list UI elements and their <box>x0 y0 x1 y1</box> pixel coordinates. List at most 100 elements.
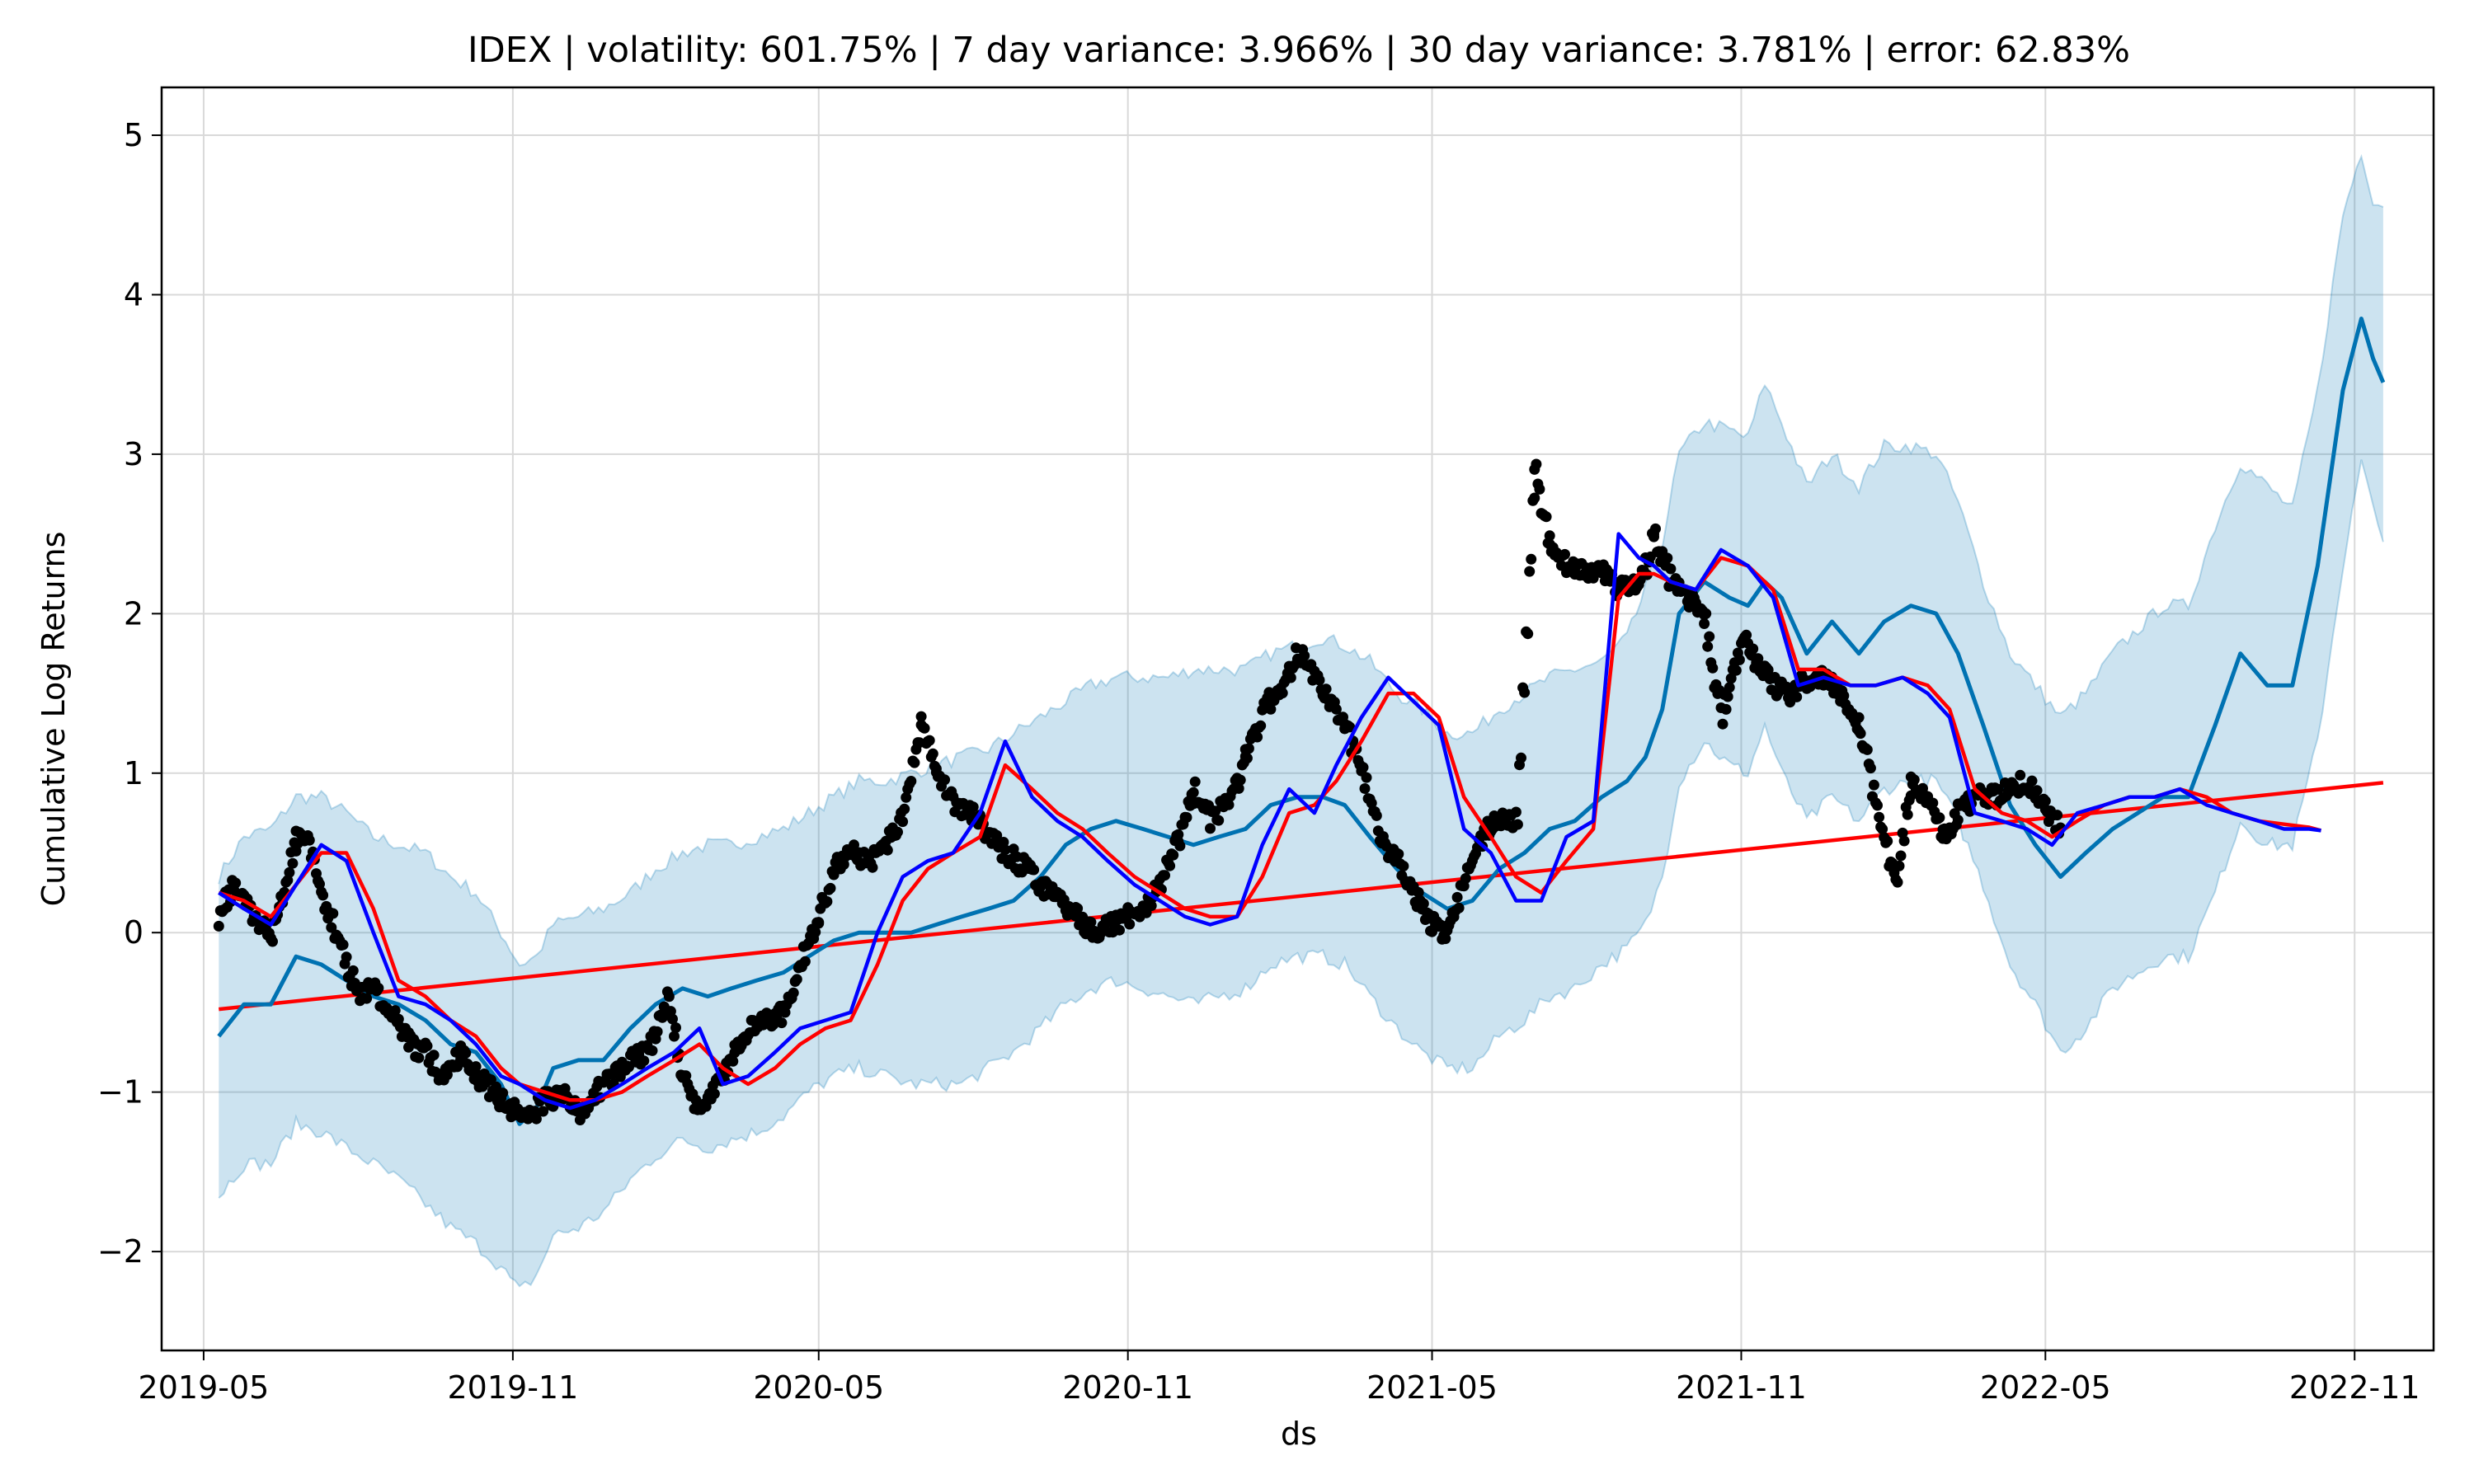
observed-point <box>1004 858 1016 869</box>
forecast-line <box>217 317 2386 1126</box>
observed-point <box>1463 863 1475 875</box>
observed-point <box>810 927 821 938</box>
observed-point <box>213 920 224 932</box>
x-tick-label: 2019-11 <box>447 1369 578 1406</box>
x-tick-label: 2021-05 <box>1366 1369 1498 1406</box>
uncertainty-band <box>219 157 2383 1287</box>
observed-point <box>1166 848 1178 860</box>
observed-point <box>1223 799 1235 810</box>
observed-point <box>1601 564 1612 575</box>
observed-point <box>303 834 315 846</box>
observed-point <box>1285 672 1296 683</box>
observed-point <box>1888 867 1900 879</box>
observed-point <box>786 993 797 1004</box>
x-tick-label: 2021-11 <box>1676 1369 1807 1406</box>
observed-point <box>1945 829 1957 840</box>
observed-point <box>314 878 325 890</box>
observed-point <box>1730 665 1742 676</box>
observed-point <box>311 868 322 880</box>
observed-point <box>1361 772 1372 783</box>
x-tick-label: 2022-11 <box>2289 1369 2420 1406</box>
observed-point <box>1837 685 1848 697</box>
y-tick-label: 3 <box>124 436 143 472</box>
y-tick-label: 1 <box>124 755 143 791</box>
observed-point <box>1952 815 1964 826</box>
observed-point <box>897 816 909 828</box>
observed-point <box>1717 718 1729 730</box>
observed-point <box>1189 776 1201 787</box>
observed-point <box>1230 775 1241 786</box>
fast_ma-line <box>218 532 2321 1111</box>
y-tick-label: 0 <box>124 914 143 951</box>
observed-point <box>1519 687 1531 698</box>
observed-point <box>1134 911 1145 923</box>
observed-point <box>1085 917 1097 928</box>
y-tick-label: −2 <box>97 1233 143 1270</box>
observed-point <box>1650 523 1661 534</box>
observed-point <box>1927 797 1939 809</box>
observed-point <box>327 908 339 919</box>
observed-point <box>1702 641 1714 652</box>
observed-point <box>1540 511 1552 523</box>
observed-point <box>815 903 826 914</box>
observed-point <box>734 1044 745 1054</box>
observed-point <box>1987 786 1999 797</box>
observed-point <box>1163 857 1174 868</box>
observed-point <box>347 965 359 976</box>
observed-point <box>1895 850 1907 862</box>
chart-title: IDEX | volatility: 601.75% | 7 day varia… <box>468 30 2130 71</box>
observed-point <box>1576 557 1587 569</box>
observed-point <box>2015 769 2026 781</box>
observed-point <box>1892 876 1903 888</box>
moving-average-layer <box>218 532 2322 1111</box>
observed-point <box>1028 864 1040 876</box>
observed-point <box>1359 783 1371 794</box>
observed-point <box>1188 787 1199 798</box>
observed-point <box>287 857 299 869</box>
observed-point <box>1114 924 1125 936</box>
observed-point <box>901 791 912 803</box>
observed-point <box>761 1007 773 1019</box>
observed-point <box>892 826 903 838</box>
observed-point <box>939 774 951 786</box>
observed-point <box>991 829 1003 841</box>
observed-point <box>1853 711 1865 723</box>
observed-point <box>1124 918 1136 930</box>
observed-point <box>924 735 935 746</box>
observed-point <box>1665 563 1677 575</box>
observed-point <box>882 844 893 856</box>
observed-point <box>1241 753 1253 764</box>
observed-point <box>1297 644 1309 655</box>
observed-point <box>1733 654 1745 665</box>
observed-point <box>685 1091 697 1102</box>
observed-point <box>1173 829 1184 840</box>
observed-point <box>403 1041 414 1053</box>
observed-point <box>1413 887 1424 898</box>
observed-point <box>1159 870 1170 881</box>
observed-point <box>1934 812 1945 824</box>
observed-point <box>771 1011 783 1022</box>
forecast-line-layer <box>217 317 2386 1126</box>
x-tick-label: 2020-11 <box>1062 1369 1193 1406</box>
observed-point <box>1917 782 1928 794</box>
observed-point <box>1872 800 1883 811</box>
observed-point <box>460 1047 472 1059</box>
observed-point <box>647 1045 658 1056</box>
observed-point <box>1320 683 1332 695</box>
observed-point <box>1700 608 1712 619</box>
grid-lines <box>162 87 2434 1350</box>
observed-point <box>1371 810 1382 821</box>
observed-point <box>1265 703 1277 715</box>
observed-point <box>598 1077 609 1088</box>
observed-point <box>633 1049 645 1060</box>
observed-point <box>1205 823 1216 834</box>
observed-point <box>1544 530 1555 542</box>
observed-point <box>373 983 384 993</box>
observed-point <box>1741 629 1752 641</box>
observed-point <box>1181 812 1192 823</box>
observed-point <box>1699 618 1710 629</box>
observed-point <box>821 896 833 907</box>
observed-point <box>393 1013 404 1025</box>
observed-point <box>496 1092 507 1104</box>
